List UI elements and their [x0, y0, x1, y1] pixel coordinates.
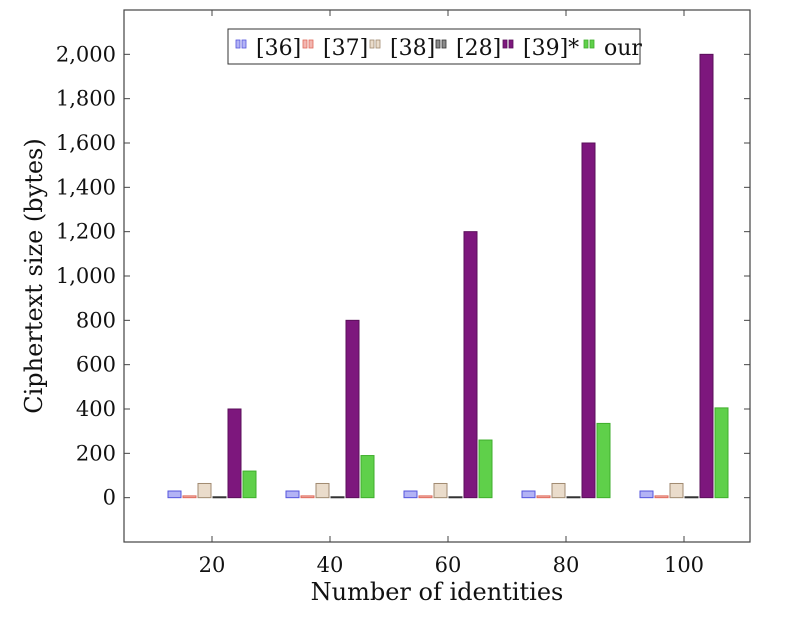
bar-39-40	[345, 319, 360, 499]
bar-38-40	[315, 482, 330, 499]
bar-28-60	[448, 496, 463, 499]
x-axis-ticks: 20 40 60 80 100	[199, 10, 704, 577]
x-tick-label: 60	[435, 553, 462, 577]
bar-28-80	[566, 496, 581, 499]
y-tick-label: 200	[76, 441, 116, 465]
legend-label: [28]	[456, 36, 501, 61]
bar-39-20	[227, 408, 242, 499]
y-tick-label: 1,800	[56, 87, 116, 111]
bar-37-40	[300, 495, 315, 499]
legend-label: [39]*	[523, 36, 579, 61]
bar-39-60	[463, 231, 478, 499]
bar-our-40	[360, 455, 375, 499]
bar-38-20	[197, 482, 212, 499]
bar-our-20	[242, 470, 257, 499]
bar-36-80	[521, 490, 536, 499]
legend-label: [37]	[323, 36, 368, 61]
legend-label: our	[604, 36, 642, 61]
y-tick-label: 1,600	[56, 131, 116, 155]
legend-label: [36]	[256, 36, 301, 61]
y-tick-label: 400	[76, 397, 116, 421]
bar-28-20	[212, 496, 227, 499]
bar-36-20	[167, 490, 182, 499]
bar-37-20	[182, 495, 197, 499]
bar-39-100	[699, 53, 714, 499]
plot-frame	[123, 9, 751, 543]
y-tick-label: 1,200	[56, 220, 116, 244]
bar-our-100	[714, 407, 729, 499]
y-tick-label: 2,000	[56, 42, 116, 66]
bar-39-80	[581, 142, 596, 499]
bar-37-60	[418, 495, 433, 499]
bar-38-80	[551, 482, 566, 499]
legend-swatch	[502, 39, 514, 49]
bar-38-100	[669, 482, 684, 499]
x-tick-label: 40	[317, 553, 344, 577]
x-axis-title: Number of identities	[311, 578, 564, 606]
legend-box	[227, 28, 641, 65]
y-tick-label: 0	[103, 486, 116, 510]
legend-label: [38]	[390, 36, 435, 61]
y-tick-label: 600	[76, 353, 116, 377]
legend-swatch	[435, 39, 447, 49]
legend-swatch	[235, 39, 247, 49]
bar-series	[167, 53, 729, 499]
y-tick-label: 1,400	[56, 175, 116, 199]
bar-36-100	[639, 490, 654, 499]
legend-swatch	[369, 39, 381, 49]
legend-swatch	[302, 39, 314, 49]
x-tick-label: 100	[664, 553, 704, 577]
y-tick-label: 800	[76, 308, 116, 332]
legend: [36] [37] [38] [28] [39]* our	[227, 28, 642, 65]
bar-28-100	[684, 496, 699, 499]
legend-swatch	[583, 39, 595, 49]
bar-28-40	[330, 496, 345, 499]
bar-37-80	[536, 495, 551, 499]
bar-38-60	[433, 482, 448, 499]
bar-36-40	[285, 490, 300, 499]
y-tick-label: 1,000	[56, 264, 116, 288]
x-tick-label: 20	[199, 553, 226, 577]
x-tick-label: 80	[553, 553, 580, 577]
y-axis-title: Ciphertext size (bytes)	[20, 138, 48, 413]
bar-36-60	[403, 490, 418, 499]
bar-37-100	[654, 495, 669, 499]
bar-our-60	[478, 439, 493, 499]
y-axis-ticks: 0 200 400 600 800 1,000 1,200 1,400 1,600 1,800 2,…	[56, 42, 750, 510]
bar-our-80	[596, 422, 611, 499]
